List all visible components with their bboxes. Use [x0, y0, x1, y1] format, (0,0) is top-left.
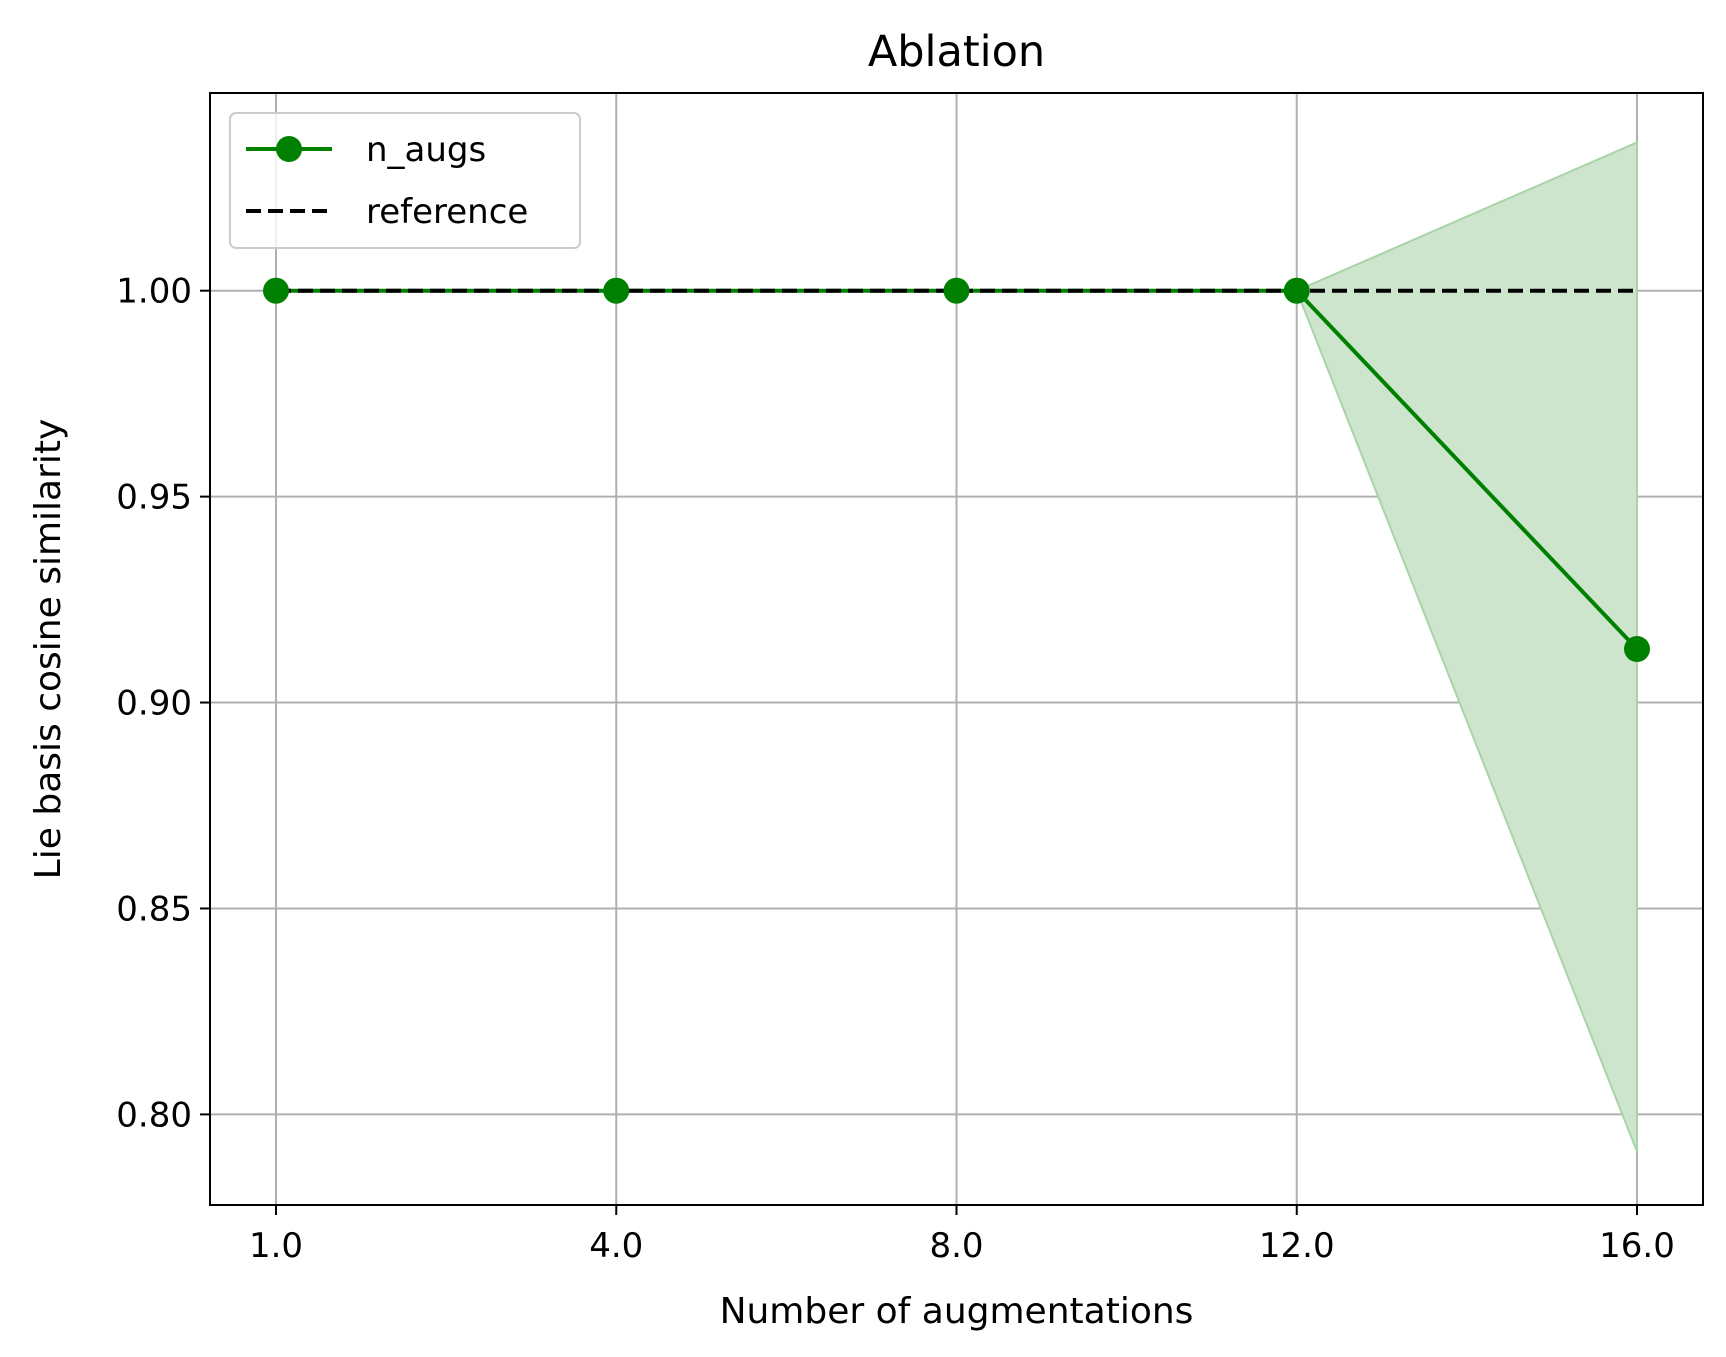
legend-n-augs-label: n_augs [366, 130, 486, 170]
y-tick-label: 1.00 [116, 272, 192, 312]
x-tick-label: 12.0 [1259, 1226, 1335, 1266]
axis-ticks: 1.0 4.0 8.0 12.0 16.0 0.80 0.85 0.90 0.95 1.00 [116, 272, 1675, 1266]
legend-box [229, 112, 581, 249]
legend: n_augs reference [229, 112, 581, 249]
y-tick-label: 0.85 [116, 889, 192, 929]
x-tick-label: 16.0 [1599, 1226, 1675, 1266]
n-augs-point [1283, 277, 1310, 304]
x-tick-label: 4.0 [589, 1226, 643, 1266]
x-tick-label: 1.0 [249, 1226, 303, 1266]
x-axis-label: Number of augmentations [720, 1291, 1194, 1332]
n-augs-point [1624, 636, 1650, 662]
series-lines [263, 277, 1650, 662]
legend-n-augs-swatch-marker [276, 136, 302, 162]
y-axis-label: Lie basis cosine similarity [28, 419, 69, 880]
n-augs-point [603, 277, 630, 304]
y-tick-label: 0.80 [116, 1095, 192, 1135]
y-tick-label: 0.90 [116, 684, 192, 724]
n-augs-point [943, 277, 970, 304]
legend-reference-label: reference [366, 192, 528, 232]
n-augs-point [263, 277, 289, 304]
x-tick-label: 8.0 [929, 1226, 983, 1266]
chart-title: Ablation [868, 27, 1045, 77]
y-tick-label: 0.95 [116, 478, 192, 518]
